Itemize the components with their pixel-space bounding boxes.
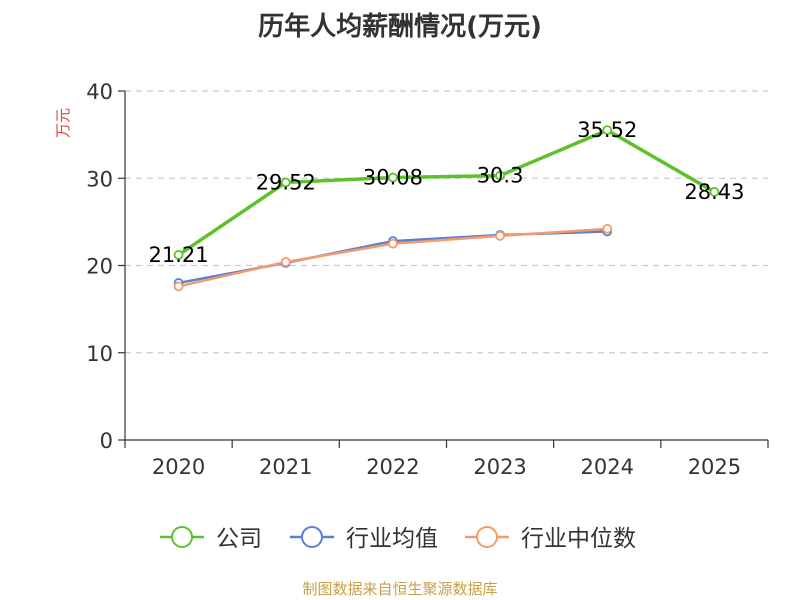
legend-marker	[301, 526, 323, 548]
data-label: 30.3	[477, 164, 524, 188]
data-point	[388, 238, 398, 249]
legend-marker	[171, 526, 193, 548]
legend: 公司 行业均值 行业中位数	[160, 526, 636, 552]
series-line-0	[177, 128, 716, 257]
data-point	[173, 281, 184, 292]
data-point	[602, 125, 613, 135]
data-point	[173, 250, 184, 260]
y-tick-label: 30	[86, 167, 113, 191]
x-tick-label: 2025	[688, 455, 741, 479]
y-tick-label: 10	[86, 342, 113, 366]
x-tick-label: 2022	[366, 455, 419, 479]
legend-label: 行业中位数	[521, 526, 636, 552]
data-label: 29.52	[256, 170, 316, 194]
data-point	[602, 223, 613, 234]
data-point	[280, 177, 291, 188]
series	[173, 125, 720, 292]
y-axis-title: 万元	[54, 108, 72, 138]
data-label: 35.52	[577, 118, 637, 142]
data-point	[495, 170, 505, 181]
data-point	[388, 172, 398, 183]
x-tick-label: 2020	[152, 455, 205, 479]
y-tick-label: 40	[86, 80, 113, 104]
data-point	[280, 257, 291, 267]
legend-label: 公司	[216, 526, 262, 552]
data-label: 28.43	[684, 180, 744, 204]
grid-lines	[125, 90, 768, 354]
data-point	[495, 230, 505, 241]
legend-label: 行业均值	[346, 526, 438, 552]
y-tick-label: 0	[100, 429, 113, 453]
legend-marker	[476, 526, 498, 548]
data-label: 21.21	[149, 243, 209, 267]
axes: 0 10 20 30 40 2020 2021 2022 2023 2024 2025 万元	[54, 80, 769, 479]
data-labels: 21.21 29.52 30.08 30.3 35.52 28.43	[149, 118, 745, 267]
data-point	[709, 187, 720, 197]
x-tick-label: 2023	[473, 455, 526, 479]
source-note: 制图数据来自恒生聚源数据库	[302, 580, 498, 598]
x-tick-label: 2021	[259, 455, 312, 479]
x-tick-label: 2024	[581, 455, 634, 479]
data-label: 30.08	[363, 166, 423, 190]
chart-title: 历年人均薪酬情况(万元)	[258, 12, 542, 42]
y-tick-label: 20	[86, 255, 113, 279]
